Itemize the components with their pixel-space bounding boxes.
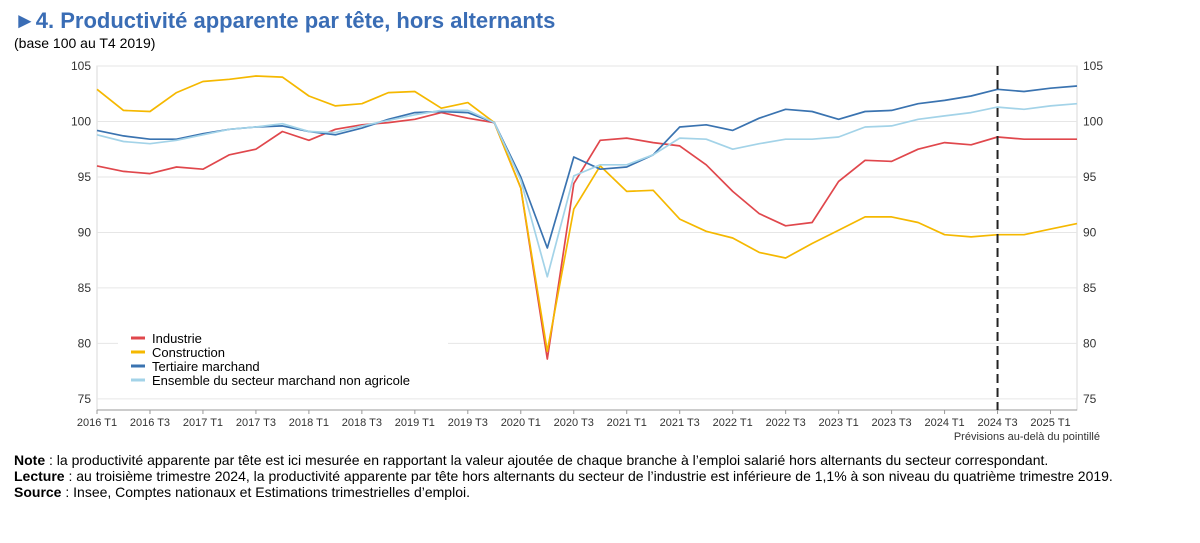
legend-label: Tertiaire marchand (152, 359, 260, 374)
x-tick-label: 2017 T3 (236, 417, 276, 429)
note-text: : la productivité apparente par tête est… (45, 452, 1049, 468)
source-text: : Insee, Comptes nationaux et Estimation… (61, 484, 470, 500)
x-tick-label: 2016 T1 (77, 417, 117, 429)
x-tick-label: 2024 T3 (977, 417, 1017, 429)
legend-label: Ensemble du secteur marchand non agricol… (152, 373, 410, 388)
x-tick-label: 2025 T1 (1030, 417, 1070, 429)
y-tick-label-left: 90 (78, 225, 92, 239)
x-tick-label: 2023 T3 (872, 417, 912, 429)
y-tick-label-left: 75 (78, 392, 92, 406)
x-tick-label: 2022 T1 (713, 417, 753, 429)
x-tick-label: 2023 T1 (819, 417, 859, 429)
x-tick-label: 2018 T1 (289, 417, 329, 429)
series-line (96, 85, 1078, 249)
legend-background (118, 327, 448, 391)
x-tick-label: 2022 T3 (766, 417, 806, 429)
y-tick-label-left: 95 (78, 170, 92, 184)
x-tick-label: 2017 T1 (183, 417, 223, 429)
y-tick-label-right: 85 (1083, 281, 1097, 295)
y-tick-label-right: 75 (1083, 392, 1097, 406)
lecture-text: : au troisième trimestre 2024, la produc… (64, 468, 1113, 484)
chart-subtitle: (base 100 au T4 2019) (14, 35, 156, 51)
source-paragraph: Source : Insee, Comptes nationaux et Est… (14, 484, 1186, 500)
y-tick-label-left: 80 (78, 336, 92, 350)
notes-block: Note : la productivité apparente par têt… (14, 452, 1186, 500)
forecast-label: Prévisions au-delà du pointillé (954, 431, 1100, 443)
y-tick-label-right: 80 (1083, 336, 1097, 350)
y-tick-label-left: 85 (78, 281, 92, 295)
y-tick-label-right: 95 (1083, 170, 1097, 184)
x-tick-label: 2018 T3 (342, 417, 382, 429)
chart-title: ►4. Productivité apparente par tête, hor… (14, 8, 556, 33)
y-tick-label-right: 90 (1083, 225, 1097, 239)
legend-label: Industrie (152, 331, 202, 346)
x-tick-label: 2019 T1 (395, 417, 435, 429)
series-line (96, 102, 1078, 278)
note-paragraph: Note : la productivité apparente par têt… (14, 452, 1186, 468)
y-tick-label-left: 100 (71, 114, 91, 128)
y-tick-label-right: 100 (1083, 114, 1103, 128)
line-chart: 75 75 80 80 85 85 90 90 95 95 100 100 105 105 2016 T1 2… (71, 59, 1103, 443)
lecture-paragraph: Lecture : au troisième trimestre 2024, l… (14, 468, 1186, 484)
x-tick-label: 2021 T1 (607, 417, 647, 429)
lecture-label: Lecture (14, 468, 65, 484)
x-tick-label: 2021 T3 (660, 417, 700, 429)
note-label: Note (14, 452, 46, 468)
source-label: Source (14, 484, 62, 500)
x-tick-label: 2016 T3 (130, 417, 170, 429)
x-tick-label: 2019 T3 (448, 417, 488, 429)
x-tick-label: 2020 T1 (501, 417, 541, 429)
x-tick-label: 2024 T1 (924, 417, 964, 429)
x-tick-label: 2020 T3 (554, 417, 594, 429)
y-tick-label-left: 105 (71, 59, 91, 73)
series-line (96, 111, 1077, 360)
series-line (96, 75, 1078, 353)
legend-label: Construction (152, 345, 225, 360)
y-tick-label-right: 105 (1083, 59, 1103, 73)
